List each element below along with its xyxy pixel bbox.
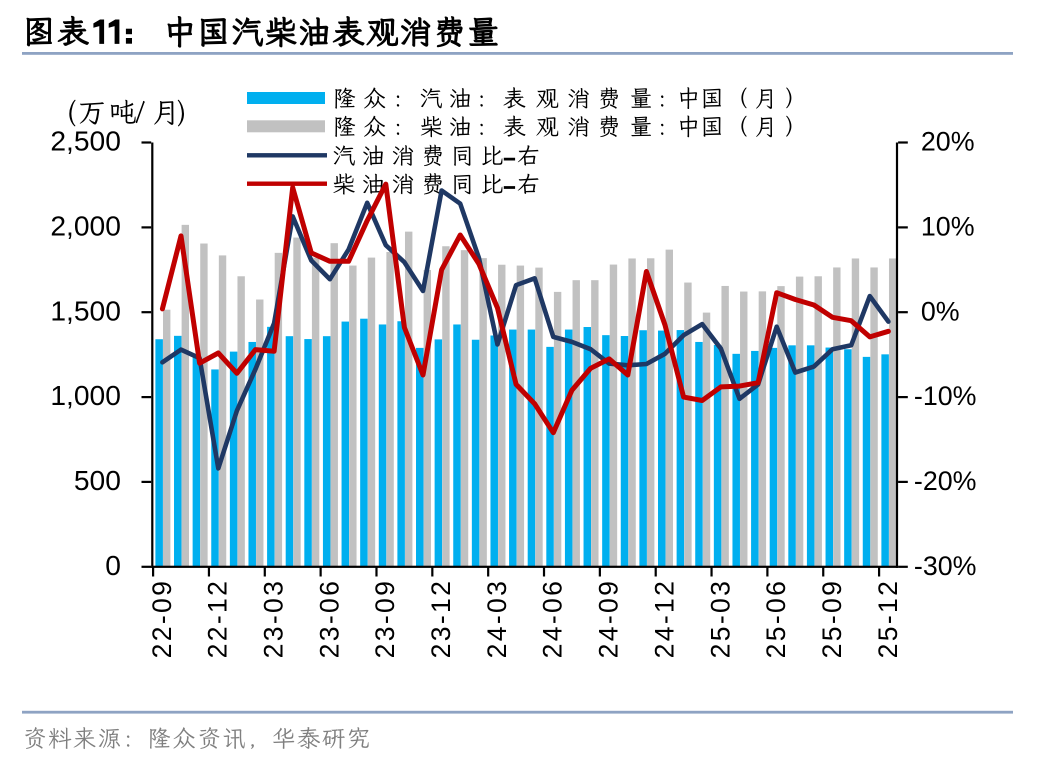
- svg-text:0: 0: [105, 549, 121, 581]
- svg-text:25-03: 25-03: [705, 579, 735, 659]
- svg-text:-10%: -10%: [914, 381, 977, 411]
- svg-text:2,500: 2,500: [50, 125, 121, 157]
- svg-text:23-03: 23-03: [259, 579, 289, 659]
- svg-text:24-09: 24-09: [594, 579, 624, 659]
- svg-text:2,000: 2,000: [50, 210, 121, 242]
- svg-text:25-06: 25-06: [761, 579, 791, 659]
- svg-text:-20%: -20%: [914, 466, 977, 496]
- svg-text:25-12: 25-12: [873, 579, 903, 659]
- svg-text:0%: 0%: [921, 296, 960, 326]
- svg-text:23-09: 23-09: [370, 579, 400, 659]
- svg-text:22-09: 22-09: [147, 579, 177, 659]
- svg-text:23-12: 23-12: [426, 579, 456, 659]
- svg-text:23-06: 23-06: [314, 579, 344, 659]
- svg-text:10%: 10%: [921, 212, 975, 242]
- svg-text:1,000: 1,000: [50, 379, 121, 411]
- svg-text:1,500: 1,500: [50, 294, 121, 326]
- svg-text:22-12: 22-12: [203, 579, 233, 659]
- svg-text:24-12: 24-12: [649, 579, 679, 659]
- svg-text:24-06: 24-06: [538, 579, 568, 659]
- svg-text:500: 500: [74, 464, 121, 496]
- svg-text:20%: 20%: [921, 127, 975, 157]
- svg-text:25-09: 25-09: [817, 579, 847, 659]
- svg-text:-30%: -30%: [914, 551, 977, 581]
- svg-text:24-03: 24-03: [482, 579, 512, 659]
